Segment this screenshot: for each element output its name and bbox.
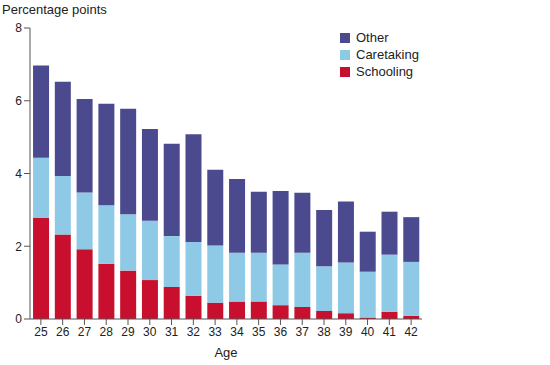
svg-text:8: 8 xyxy=(15,21,22,35)
svg-text:6: 6 xyxy=(15,94,22,108)
svg-text:0: 0 xyxy=(15,312,22,326)
html-text:Other: Other xyxy=(356,30,389,45)
html-text:Percentage points: Percentage points xyxy=(2,2,107,17)
svg-text:31: 31 xyxy=(165,325,179,339)
svg-text:37: 37 xyxy=(296,325,310,339)
html-text:Caretaking: Caretaking xyxy=(356,47,419,62)
svg-text:34: 34 xyxy=(230,325,244,339)
svg-text:29: 29 xyxy=(121,325,135,339)
svg-text:2: 2 xyxy=(15,240,22,254)
html-text:Schooling: Schooling xyxy=(356,64,414,79)
svg-text:26: 26 xyxy=(56,325,70,339)
svg-text:27: 27 xyxy=(78,325,92,339)
svg-text:33: 33 xyxy=(208,325,222,339)
svg-text:4: 4 xyxy=(15,167,22,181)
svg-text:41: 41 xyxy=(383,325,397,339)
svg-text:35: 35 xyxy=(252,325,266,339)
svg-text:39: 39 xyxy=(339,325,353,339)
svg-text:30: 30 xyxy=(143,325,157,339)
svg-text:28: 28 xyxy=(100,325,114,339)
svg-text:38: 38 xyxy=(317,325,331,339)
svg-text:40: 40 xyxy=(361,325,375,339)
svg-text:32: 32 xyxy=(187,325,201,339)
svg-text:25: 25 xyxy=(34,325,48,339)
svg-text:42: 42 xyxy=(404,325,418,339)
svg-text:36: 36 xyxy=(274,325,288,339)
svg-text:Age: Age xyxy=(214,345,237,360)
